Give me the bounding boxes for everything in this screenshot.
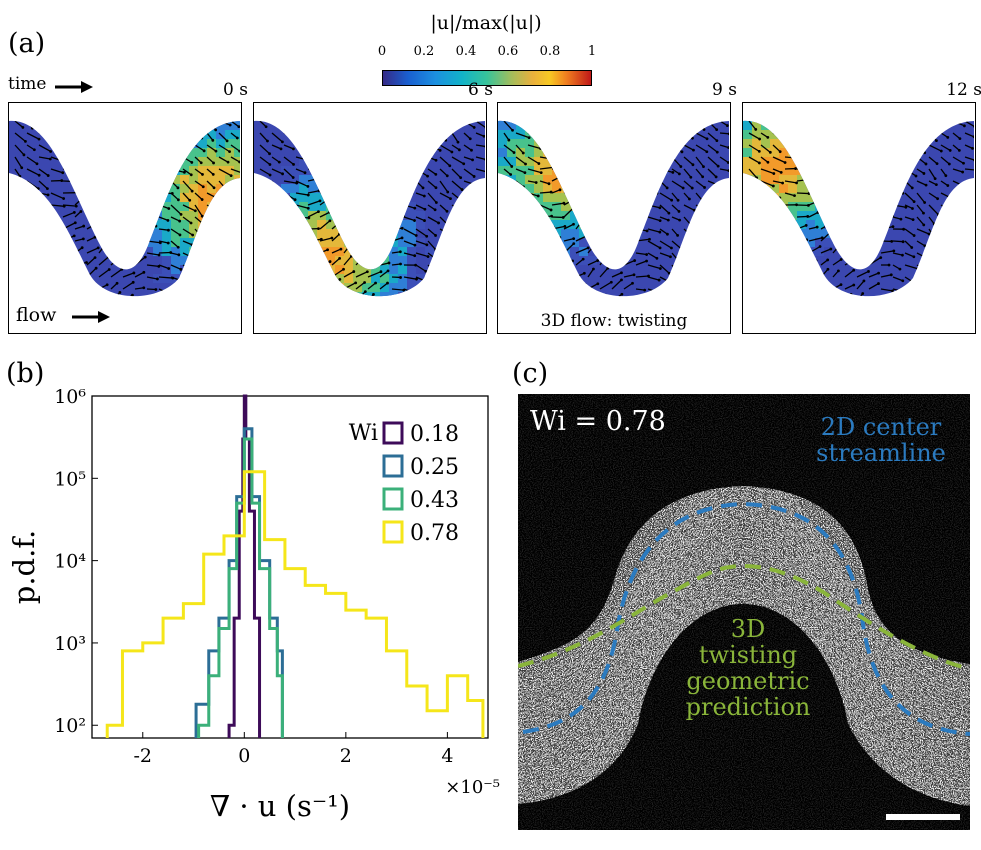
legend-swatch bbox=[382, 487, 404, 511]
flow-arrow-icon bbox=[72, 311, 110, 323]
time-arrow-icon bbox=[55, 81, 93, 93]
colorbar-tick: 0 bbox=[377, 44, 387, 59]
x-multiplier: ×10⁻⁵ bbox=[445, 777, 500, 798]
prediction-line-1: 3D bbox=[730, 615, 766, 643]
legend-swatch bbox=[382, 421, 404, 445]
panel-b-label: (b) bbox=[6, 358, 45, 389]
flow-label: flow bbox=[16, 304, 57, 326]
x-tick-label: 2 bbox=[340, 745, 352, 767]
colorbar-tick: 0.4 bbox=[455, 44, 477, 59]
legend-label: 0.43 bbox=[410, 488, 459, 513]
legend-swatch bbox=[382, 454, 404, 478]
colorbar-title: |u|/max(|u|) bbox=[430, 12, 542, 34]
y-axis-label: p.d.f. bbox=[7, 530, 41, 604]
panel-a-label: (a) bbox=[8, 28, 46, 59]
pdf-chart: -2 0 2 4 10² 10³ 10⁴ 10⁵ 10⁶ Wi 0.18 0.25 0.43 0.78 p.… bbox=[7, 386, 500, 823]
pdf-series-0.43 bbox=[197, 437, 284, 738]
colorbar-tick: 0.8 bbox=[539, 44, 561, 59]
frame-caption: 3D flow: twisting bbox=[540, 311, 688, 331]
prediction-curve bbox=[518, 563, 970, 671]
colorbar-tick: 1 bbox=[587, 44, 597, 59]
velocity-field bbox=[498, 120, 729, 297]
prediction-line-4: prediction bbox=[685, 693, 811, 721]
x-tick-label: -2 bbox=[134, 745, 153, 767]
velocity-field bbox=[254, 120, 485, 297]
velocity-frame: 3D flow: twisting bbox=[497, 102, 731, 334]
streamline-label: 2D center streamline bbox=[806, 414, 956, 466]
frame-time-label: 6 s bbox=[468, 80, 493, 100]
time-label: time bbox=[8, 74, 47, 94]
x-tick-label: 4 bbox=[441, 745, 453, 767]
prediction-label: 3D twisting geometric prediction bbox=[683, 616, 813, 720]
legend-label: 0.25 bbox=[410, 455, 459, 480]
legend-label: 0.78 bbox=[410, 521, 459, 546]
scale-bar bbox=[886, 814, 960, 820]
pdf-series-0.18 bbox=[227, 394, 262, 738]
streamline-label-line2: streamline bbox=[816, 439, 946, 467]
velocity-frame bbox=[8, 102, 242, 334]
micrograph: Wi = 0.78 2D center streamline 3D twisti… bbox=[518, 394, 970, 830]
velocity-frame bbox=[742, 102, 976, 334]
velocity-field bbox=[9, 120, 240, 297]
pdf-series-0.78 bbox=[105, 470, 485, 738]
center-streamline bbox=[522, 501, 970, 736]
frame-time-label: 0 s bbox=[223, 80, 248, 100]
y-tick-label: 10⁴ bbox=[54, 551, 86, 573]
wi-value-label: Wi = 0.78 bbox=[530, 406, 666, 437]
plot-area bbox=[91, 395, 489, 739]
frame-time-label: 9 s bbox=[712, 80, 737, 100]
y-tick-label: 10⁵ bbox=[54, 468, 86, 490]
legend-title: Wi bbox=[349, 421, 378, 446]
x-tick-label: 0 bbox=[238, 745, 250, 767]
frame-time-label: 12 s bbox=[946, 80, 981, 100]
velocity-field bbox=[743, 120, 974, 297]
y-tick-label: 10² bbox=[54, 715, 86, 737]
y-tick-label: 10³ bbox=[54, 633, 86, 655]
legend-label: 0.18 bbox=[410, 422, 459, 447]
legend-swatch bbox=[382, 520, 404, 544]
x-axis-label: ∇ · u (s⁻¹) bbox=[210, 789, 350, 823]
prediction-line-2: twisting bbox=[698, 641, 798, 669]
y-tick-label: 10⁶ bbox=[54, 386, 86, 408]
streamline-label-line1: 2D center bbox=[820, 413, 942, 441]
panel-c-label: (c) bbox=[512, 358, 549, 389]
colorbar-tick: 0.6 bbox=[497, 44, 519, 59]
prediction-line-3: geometric bbox=[686, 667, 810, 695]
colorbar: |u|/max(|u|) 0 0.2 0.4 0.6 0.8 1 bbox=[370, 12, 602, 86]
colorbar-gradient bbox=[382, 70, 592, 86]
micrograph-image bbox=[518, 394, 970, 830]
velocity-frame bbox=[253, 102, 487, 334]
colorbar-tick: 0.2 bbox=[413, 44, 435, 59]
